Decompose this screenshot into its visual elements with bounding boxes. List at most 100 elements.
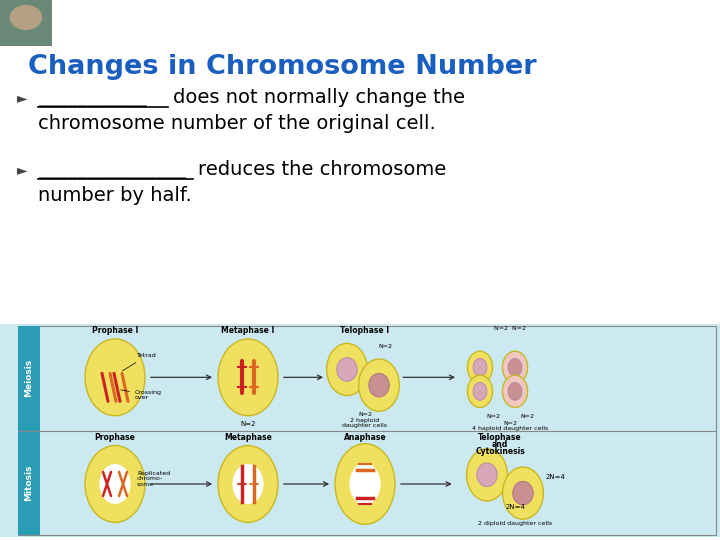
Text: Crossing
over: Crossing over (121, 389, 162, 400)
Bar (0, 2, 720, 5)
Text: Meiosis: Meiosis (266, 15, 318, 29)
Bar (0, 7, 720, 9)
Text: N=2: N=2 (503, 421, 517, 426)
Text: Replicated
chromo-
some: Replicated chromo- some (137, 471, 170, 487)
Bar (9, 0, 21, 46)
Ellipse shape (503, 351, 528, 383)
Text: Tetrad: Tetrad (122, 353, 157, 371)
Bar (6, 0, 17, 46)
Bar (5, 0, 17, 46)
Bar (1, 0, 14, 46)
Text: N=2  N=2: N=2 N=2 (494, 326, 526, 331)
Ellipse shape (503, 467, 544, 519)
Bar (4, 0, 15, 46)
Text: Mitosis: Mitosis (24, 465, 34, 501)
Bar (2, 0, 14, 46)
Bar (8, 0, 19, 46)
Bar (5, 0, 17, 46)
Text: Meiosis: Meiosis (24, 359, 34, 397)
Text: 2N=4: 2N=4 (505, 504, 525, 510)
Text: Cytokinesis: Cytokinesis (475, 447, 525, 456)
Bar (6, 0, 18, 46)
Ellipse shape (508, 382, 522, 400)
Bar (8, 0, 20, 46)
Bar (5, 0, 17, 46)
Bar (18, 431, 40, 535)
Text: Anaphase: Anaphase (343, 433, 387, 442)
Bar (4, 0, 17, 46)
Text: reduces the chromosome: reduces the chromosome (198, 160, 446, 179)
Ellipse shape (467, 351, 492, 383)
Text: does not normally change the: does not normally change the (173, 89, 465, 107)
Bar (6, 0, 17, 46)
Bar (0, 11, 720, 14)
Text: 2N=4: 2N=4 (545, 474, 565, 480)
Ellipse shape (503, 375, 528, 408)
Bar (6, 0, 19, 46)
Text: daughter cells: daughter cells (343, 423, 387, 428)
Text: and: and (492, 440, 508, 449)
Bar (9, 0, 21, 46)
Bar (0, 41, 720, 44)
Bar (0, 0, 12, 46)
Bar (4, 0, 16, 46)
Bar (0, 9, 720, 11)
Bar (1, 0, 12, 46)
Bar (7, 0, 19, 46)
Ellipse shape (467, 375, 492, 408)
Text: ___________: ___________ (38, 89, 147, 107)
Bar (6, 0, 19, 46)
Bar (0, 32, 720, 35)
Ellipse shape (513, 481, 534, 505)
Bar (2, 0, 14, 46)
Ellipse shape (473, 359, 487, 376)
Bar (8, 0, 20, 46)
Text: Lesson Overview: Lesson Overview (61, 15, 206, 30)
Bar (8, 0, 20, 46)
Ellipse shape (337, 357, 357, 381)
Ellipse shape (477, 463, 498, 487)
Bar (0, 18, 720, 21)
Text: Telophase I: Telophase I (341, 326, 390, 335)
Bar (1, 0, 13, 46)
Ellipse shape (218, 446, 278, 522)
Bar (0, 44, 720, 46)
Bar (1, 0, 13, 46)
Bar (6, 0, 18, 46)
Bar (9, 0, 21, 46)
Text: 2 haploid: 2 haploid (351, 417, 379, 423)
Ellipse shape (508, 359, 522, 376)
Text: chromosome number of the original cell.: chromosome number of the original cell. (38, 114, 436, 133)
Bar (1, 0, 13, 46)
Text: _______________: _______________ (38, 160, 186, 179)
Bar (11, 0, 23, 46)
Bar (0, 23, 720, 25)
Bar (10, 0, 22, 46)
Text: Prophase: Prophase (94, 433, 135, 442)
Bar (4, 0, 16, 46)
Bar (9, 0, 22, 46)
Bar (6, 0, 18, 46)
Text: Metaphase I: Metaphase I (221, 326, 275, 335)
Bar (11, 0, 23, 46)
Bar (0, 37, 720, 39)
Bar (12, 0, 23, 46)
Bar (0, 30, 720, 32)
Bar (0, 16, 720, 18)
Ellipse shape (473, 382, 487, 400)
Ellipse shape (85, 446, 145, 522)
Ellipse shape (9, 5, 42, 30)
Ellipse shape (218, 339, 278, 416)
Bar (12, 0, 23, 46)
Text: Prophase I: Prophase I (92, 326, 138, 335)
Bar (4, 0, 16, 46)
Bar (12, 0, 24, 46)
Bar (2, 0, 14, 46)
Bar (11, 0, 22, 46)
Bar (0, 0, 52, 46)
Ellipse shape (99, 464, 130, 504)
Bar (7, 0, 19, 46)
Bar (3, 0, 15, 46)
Ellipse shape (327, 343, 367, 396)
Bar (1, 0, 14, 46)
